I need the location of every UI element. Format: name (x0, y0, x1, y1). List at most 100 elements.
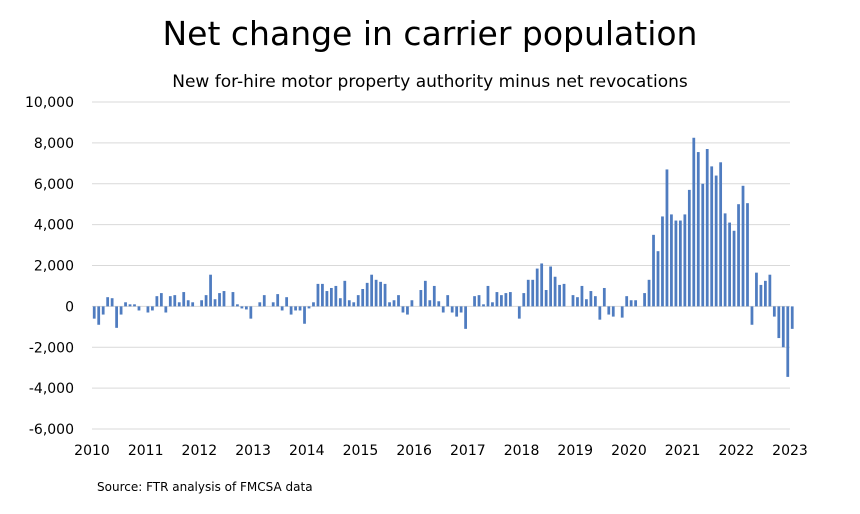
bar (316, 283, 320, 307)
bar (491, 302, 494, 307)
bar (97, 306, 101, 325)
bar (696, 152, 700, 307)
bar (437, 301, 441, 307)
x-tick-label: 2022 (718, 443, 754, 459)
bar (356, 295, 360, 307)
bar (687, 189, 691, 307)
bar (719, 162, 723, 307)
bar (678, 220, 682, 307)
y-tick-label: -4,000 (29, 381, 74, 397)
bar (388, 302, 391, 307)
bar (611, 306, 615, 317)
bar (289, 306, 293, 315)
bar (361, 289, 365, 307)
bar (347, 300, 351, 307)
bar (119, 306, 123, 315)
bar (459, 306, 463, 313)
bar (450, 306, 454, 313)
bar (446, 295, 450, 307)
bar (553, 276, 557, 307)
bar (665, 169, 669, 307)
bar (298, 306, 302, 311)
bar (585, 299, 588, 307)
bar (790, 306, 794, 329)
bar (303, 306, 306, 324)
source-note: Source: FTR analysis of FMCSA data (97, 480, 313, 494)
bar (262, 295, 266, 307)
bar (410, 300, 414, 307)
bar (710, 166, 714, 307)
bar (397, 295, 400, 307)
bar (432, 285, 436, 307)
bar (602, 287, 606, 307)
bar (786, 306, 790, 377)
y-tick-label: 6,000 (34, 177, 74, 193)
x-tick-label: 2017 (450, 443, 486, 459)
bar (455, 306, 459, 317)
bar (379, 281, 382, 307)
bar (647, 279, 651, 307)
y-tick-label: 0 (65, 299, 74, 315)
bar (115, 306, 118, 328)
bar (544, 290, 548, 307)
bar (652, 234, 655, 307)
bar (580, 285, 584, 307)
bar (101, 306, 105, 315)
x-tick-label: 2021 (665, 443, 701, 459)
bar (464, 306, 467, 329)
bar (683, 214, 687, 307)
bar (517, 306, 521, 319)
bar (732, 230, 736, 307)
bar (186, 300, 190, 307)
bar (701, 183, 705, 307)
bar (365, 282, 369, 307)
bar (200, 300, 203, 307)
bar (670, 214, 673, 307)
bar (781, 306, 785, 348)
bar (526, 279, 530, 307)
bar (500, 295, 503, 307)
bar (504, 293, 508, 307)
x-tick-label: 2020 (611, 443, 647, 459)
bar (768, 274, 772, 307)
bar (620, 306, 624, 318)
bar (137, 306, 141, 311)
bar (549, 266, 552, 307)
bar (428, 300, 432, 307)
bar (643, 293, 646, 307)
x-axis-tick-labels: 2010 2011 2012 2013 2014 2015 2016 2017 2018 2019… (74, 443, 808, 459)
bar (177, 302, 181, 307)
bar (204, 295, 208, 307)
y-tick-label: 10,000 (25, 95, 74, 111)
y-tick-label: 2,000 (34, 259, 74, 275)
bar (133, 304, 136, 307)
x-tick-label: 2023 (772, 443, 808, 459)
y-tick-label: -2,000 (29, 340, 74, 356)
bar (746, 203, 749, 307)
bar (164, 306, 168, 313)
bar (750, 306, 754, 325)
x-tick-label: 2015 (343, 443, 379, 459)
x-tick-label: 2011 (128, 443, 164, 459)
bar (777, 306, 781, 339)
bar (473, 296, 476, 307)
bar (674, 220, 678, 307)
y-tick-label: 8,000 (34, 136, 74, 152)
bar (737, 204, 740, 307)
x-tick-label: 2014 (289, 443, 325, 459)
x-tick-label: 2016 (396, 443, 432, 459)
bar (151, 306, 154, 311)
bar (334, 285, 338, 307)
bar (209, 274, 212, 307)
bar (370, 274, 374, 307)
x-tick-label: 2018 (504, 443, 540, 459)
bar (705, 149, 709, 307)
bar (294, 306, 297, 311)
bar (392, 300, 396, 307)
bar (222, 291, 226, 307)
bar (477, 295, 481, 307)
bar (593, 296, 597, 307)
bar (714, 175, 718, 307)
bar (191, 302, 195, 307)
